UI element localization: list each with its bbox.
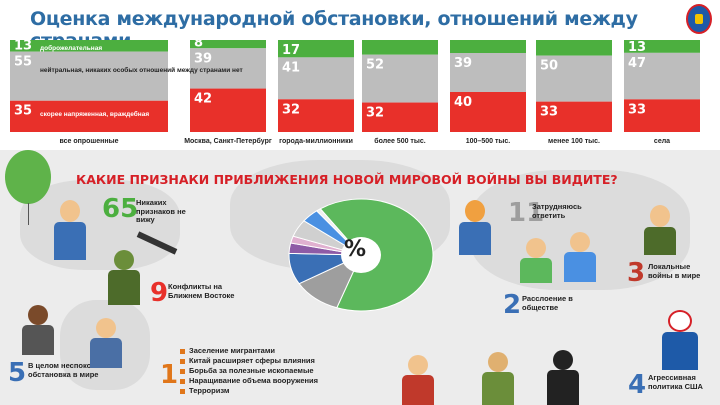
- bar-segment-5-0: [536, 40, 612, 56]
- bar-label-2-2: 32: [282, 102, 300, 117]
- item-11-label: Затрудняюсь ответить: [532, 202, 582, 220]
- bar-label-3-1: 52: [366, 58, 384, 73]
- legend-row: Заселение мигрантами: [180, 346, 318, 356]
- item-65-number: 65: [102, 194, 139, 224]
- bar-label-1-2: 42: [194, 92, 212, 107]
- emblem-icon: [686, 4, 712, 34]
- item-5-label: В целом неспокойная обстановка в мире: [28, 361, 109, 379]
- bar-segment-6-1: [624, 52, 700, 100]
- legend-row: Наращивание объема вооружения: [180, 376, 318, 386]
- item-5-number: 5: [8, 358, 27, 388]
- soldier-illustration: [104, 250, 144, 305]
- bar-label-1-1: 39: [194, 51, 212, 66]
- survey-headline: КАКИЕ ПРИЗНАКИ ПРИБЛИЖЕНИЯ НОВОЙ МИРОВОЙ…: [76, 172, 618, 187]
- legend-row: Китай расширяет сферы влияния: [180, 356, 318, 366]
- legend-label-1: нейтральная, никаких особых отношений ме…: [40, 66, 243, 74]
- bar-segment-1-0: [190, 40, 266, 49]
- item-2-label: Расслоение в обществе: [522, 294, 573, 312]
- category-label-0: все опрошенные: [60, 138, 119, 145]
- item-4-label: Агрессивная политика США: [648, 373, 703, 391]
- bar-label-0-0: 13: [14, 39, 32, 54]
- bar-label-2-0: 17: [282, 43, 300, 58]
- item-1-number: 1: [160, 360, 179, 390]
- person-illustration: [562, 232, 598, 282]
- person-illustration: [20, 305, 56, 355]
- person-illustration: [400, 355, 436, 405]
- small-items-legend: Заселение мигрантами Китай расширяет сфе…: [180, 346, 318, 396]
- bar-label-6-2: 33: [628, 102, 646, 117]
- pie-hole: [341, 237, 381, 273]
- item-3-label: Локальные войны в мире: [648, 262, 701, 280]
- category-label-5: менее 100 тыс.: [548, 138, 600, 145]
- person-illustration: [455, 200, 495, 255]
- continent-shape: [20, 180, 180, 270]
- bar-label-0-2: 35: [14, 104, 32, 119]
- category-label-3: более 500 тыс.: [374, 137, 425, 145]
- balloon-icon: [5, 150, 51, 204]
- bar-label-6-0: 13: [628, 40, 646, 55]
- bar-segment-3-0: [362, 40, 438, 55]
- item-65-label: Никаких признаков не вижу: [136, 198, 186, 224]
- bar-segment-3-1: [362, 54, 438, 103]
- bar-segment-5-1: [536, 55, 612, 102]
- bar-segment-6-2: [624, 99, 700, 132]
- person-illustration: [50, 200, 90, 260]
- bar-segment-2-2: [278, 99, 354, 132]
- bar-segment-0-1: [10, 51, 168, 101]
- bar-segment-6-0: [624, 40, 700, 53]
- bar-segment-2-0: [278, 40, 354, 58]
- bar-segment-4-1: [450, 53, 526, 92]
- pie-chart: [288, 198, 434, 312]
- item-11-number: 11: [508, 198, 545, 228]
- bar-label-5-2: 33: [540, 105, 558, 120]
- pie-center-label: %: [344, 237, 367, 262]
- legend-row: Терроризм: [180, 386, 318, 396]
- item-2-number: 2: [503, 290, 522, 320]
- bar-label-2-1: 41: [282, 60, 300, 75]
- person-illustration: [518, 238, 554, 283]
- bar-segment-2-1: [278, 57, 354, 100]
- item-9-label: Конфликты на Ближнем Востоке: [168, 282, 235, 300]
- bar-segment-1-1: [190, 48, 266, 89]
- bar-label-4-2: 40: [454, 95, 472, 110]
- bar-segment-4-0: [450, 40, 526, 53]
- item-4-number: 4: [628, 370, 647, 400]
- bar-segment-0-2: [10, 100, 168, 132]
- bar-segment-5-2: [536, 101, 612, 132]
- person-illustration: [88, 318, 124, 368]
- person-illustration: [480, 352, 516, 405]
- item-3-number: 3: [627, 258, 646, 288]
- legend-label-2: скорее напряженная, враждебная: [40, 110, 149, 118]
- category-label-6: села: [654, 138, 670, 145]
- bar-segment-1-2: [190, 88, 266, 132]
- item-9-number: 9: [150, 278, 169, 308]
- balloon-string: [28, 203, 29, 225]
- bar-segment-4-2: [450, 92, 526, 132]
- category-label-2: города-миллионники: [279, 138, 353, 145]
- bar-segment-0-0: [10, 40, 168, 52]
- bar-label-0-1: 55: [14, 55, 32, 70]
- bar-segment-3-2: [362, 102, 438, 132]
- category-label-4: 100–500 тыс.: [466, 138, 510, 145]
- uncle-sam-illustration: [658, 310, 702, 370]
- person-illustration: [640, 205, 680, 255]
- category-label-1: Москва, Санкт-Петербург: [184, 137, 272, 145]
- bar-label-4-1: 39: [454, 56, 472, 71]
- bar-label-3-2: 32: [366, 106, 384, 121]
- bar-label-1-0: 8: [194, 38, 203, 50]
- legend-row: Борьба за полезные ископаемые: [180, 366, 318, 376]
- person-illustration: [545, 350, 581, 405]
- bar-label-5-1: 50: [540, 59, 558, 74]
- bar-label-6-1: 47: [628, 56, 646, 71]
- legend-label-0: доброжелательная: [40, 44, 102, 52]
